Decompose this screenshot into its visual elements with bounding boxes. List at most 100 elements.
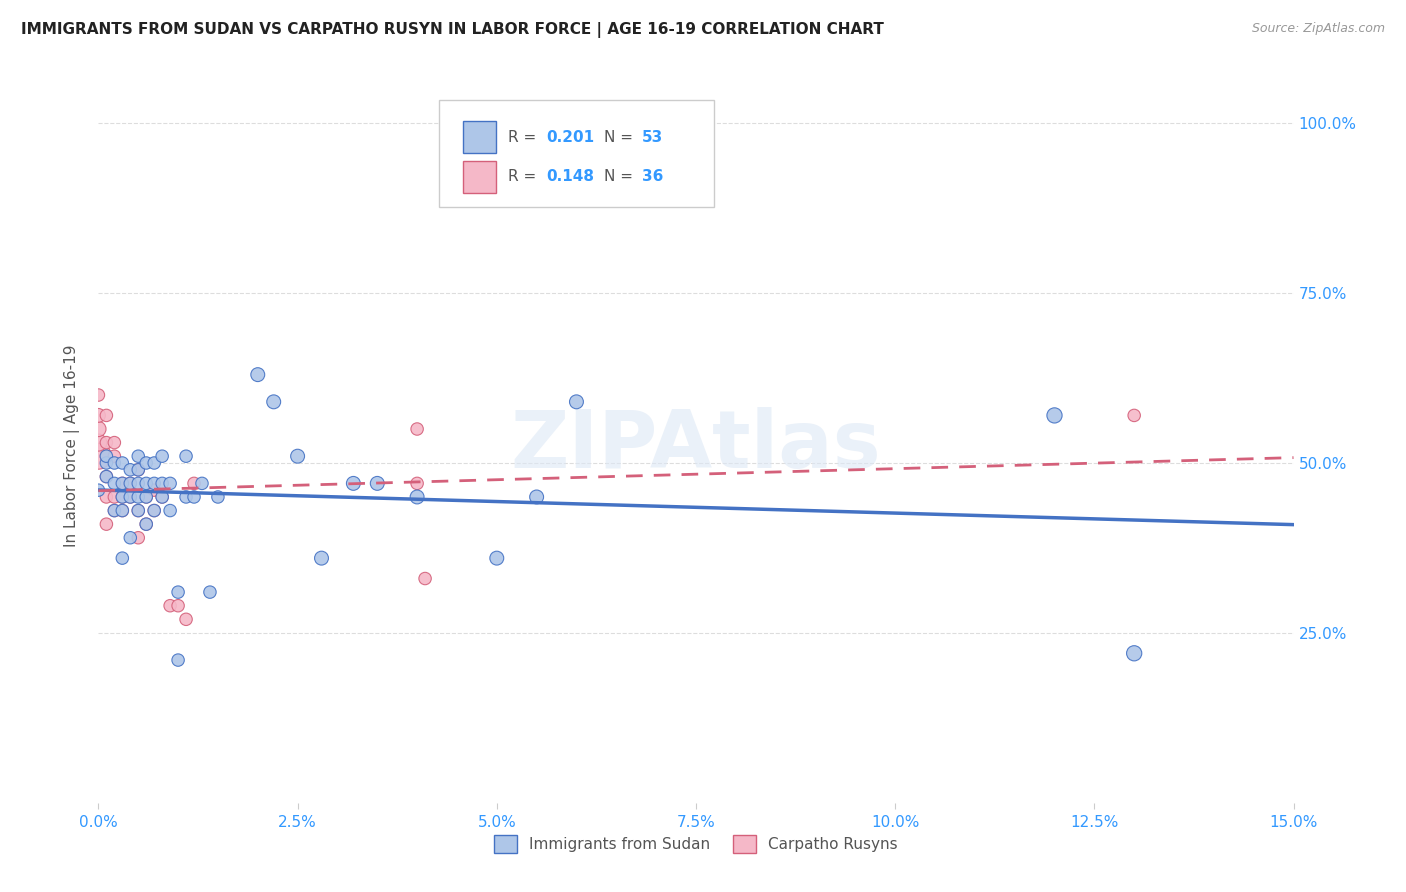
- Text: R =: R =: [509, 169, 541, 184]
- Point: [183, 476, 205, 491]
- Point: [96, 469, 118, 483]
- Text: N =: N =: [605, 129, 638, 145]
- Point: [150, 490, 173, 504]
- Point: [406, 490, 429, 504]
- Point: [159, 476, 181, 491]
- Point: [96, 435, 118, 450]
- Point: [135, 517, 157, 532]
- Point: [120, 490, 142, 504]
- Point: [135, 490, 157, 504]
- Point: [183, 490, 205, 504]
- Point: [120, 476, 142, 491]
- Point: [127, 503, 149, 517]
- Point: [127, 503, 149, 517]
- Point: [120, 490, 142, 504]
- Point: [150, 476, 173, 491]
- Point: [135, 517, 157, 532]
- Point: [143, 483, 166, 498]
- Point: [150, 490, 173, 504]
- Legend: Immigrants from Sudan, Carpatho Rusyns: Immigrants from Sudan, Carpatho Rusyns: [488, 829, 904, 859]
- Point: [565, 394, 588, 409]
- Point: [120, 476, 142, 491]
- Point: [526, 490, 548, 504]
- FancyBboxPatch shape: [439, 100, 714, 207]
- Point: [120, 463, 142, 477]
- Point: [103, 503, 125, 517]
- Point: [103, 503, 125, 517]
- Point: [111, 503, 134, 517]
- Y-axis label: In Labor Force | Age 16-19: In Labor Force | Age 16-19: [63, 344, 80, 548]
- Point: [143, 503, 166, 517]
- Point: [96, 490, 118, 504]
- Point: [135, 476, 157, 491]
- Point: [167, 653, 190, 667]
- Point: [191, 476, 214, 491]
- Point: [150, 449, 173, 463]
- Point: [366, 476, 388, 491]
- Text: IMMIGRANTS FROM SUDAN VS CARPATHO RUSYN IN LABOR FORCE | AGE 16-19 CORRELATION C: IMMIGRANTS FROM SUDAN VS CARPATHO RUSYN …: [21, 22, 884, 38]
- Point: [135, 456, 157, 470]
- Text: 0.201: 0.201: [547, 129, 595, 145]
- Point: [111, 476, 134, 491]
- Point: [127, 476, 149, 491]
- Point: [207, 490, 229, 504]
- Point: [1123, 409, 1146, 423]
- Point: [143, 476, 166, 491]
- Point: [127, 463, 149, 477]
- Point: [87, 388, 110, 402]
- Point: [127, 463, 149, 477]
- Point: [127, 531, 149, 545]
- Point: [111, 490, 134, 504]
- Text: N =: N =: [605, 169, 638, 184]
- Point: [120, 531, 142, 545]
- Point: [485, 551, 508, 566]
- Point: [413, 572, 436, 586]
- Point: [143, 503, 166, 517]
- Point: [167, 599, 190, 613]
- Point: [311, 551, 333, 566]
- Point: [103, 449, 125, 463]
- Point: [174, 449, 197, 463]
- Point: [143, 456, 166, 470]
- Point: [127, 449, 149, 463]
- Text: Source: ZipAtlas.com: Source: ZipAtlas.com: [1251, 22, 1385, 36]
- Point: [87, 435, 110, 450]
- Point: [406, 422, 429, 436]
- Point: [87, 449, 110, 463]
- Point: [87, 409, 110, 423]
- Point: [96, 469, 118, 483]
- Point: [263, 394, 285, 409]
- Point: [87, 483, 110, 498]
- Point: [111, 456, 134, 470]
- Point: [135, 490, 157, 504]
- Point: [111, 551, 134, 566]
- Text: ZIPAtlas: ZIPAtlas: [510, 407, 882, 485]
- Point: [406, 476, 429, 491]
- Point: [111, 503, 134, 517]
- Point: [246, 368, 269, 382]
- Point: [96, 517, 118, 532]
- Point: [103, 476, 125, 491]
- Text: 0.148: 0.148: [547, 169, 595, 184]
- Point: [103, 456, 125, 470]
- Point: [96, 449, 118, 463]
- Point: [96, 409, 118, 423]
- Point: [111, 490, 134, 504]
- Point: [174, 612, 197, 626]
- Point: [96, 456, 118, 470]
- Text: 53: 53: [643, 129, 664, 145]
- Point: [127, 490, 149, 504]
- Point: [103, 435, 125, 450]
- FancyBboxPatch shape: [463, 121, 496, 153]
- FancyBboxPatch shape: [463, 161, 496, 193]
- Point: [159, 599, 181, 613]
- Point: [159, 503, 181, 517]
- Point: [103, 490, 125, 504]
- Text: R =: R =: [509, 129, 541, 145]
- Point: [1043, 409, 1066, 423]
- Text: 36: 36: [643, 169, 664, 184]
- Point: [167, 585, 190, 599]
- Point: [174, 490, 197, 504]
- Point: [111, 476, 134, 491]
- Point: [96, 449, 118, 463]
